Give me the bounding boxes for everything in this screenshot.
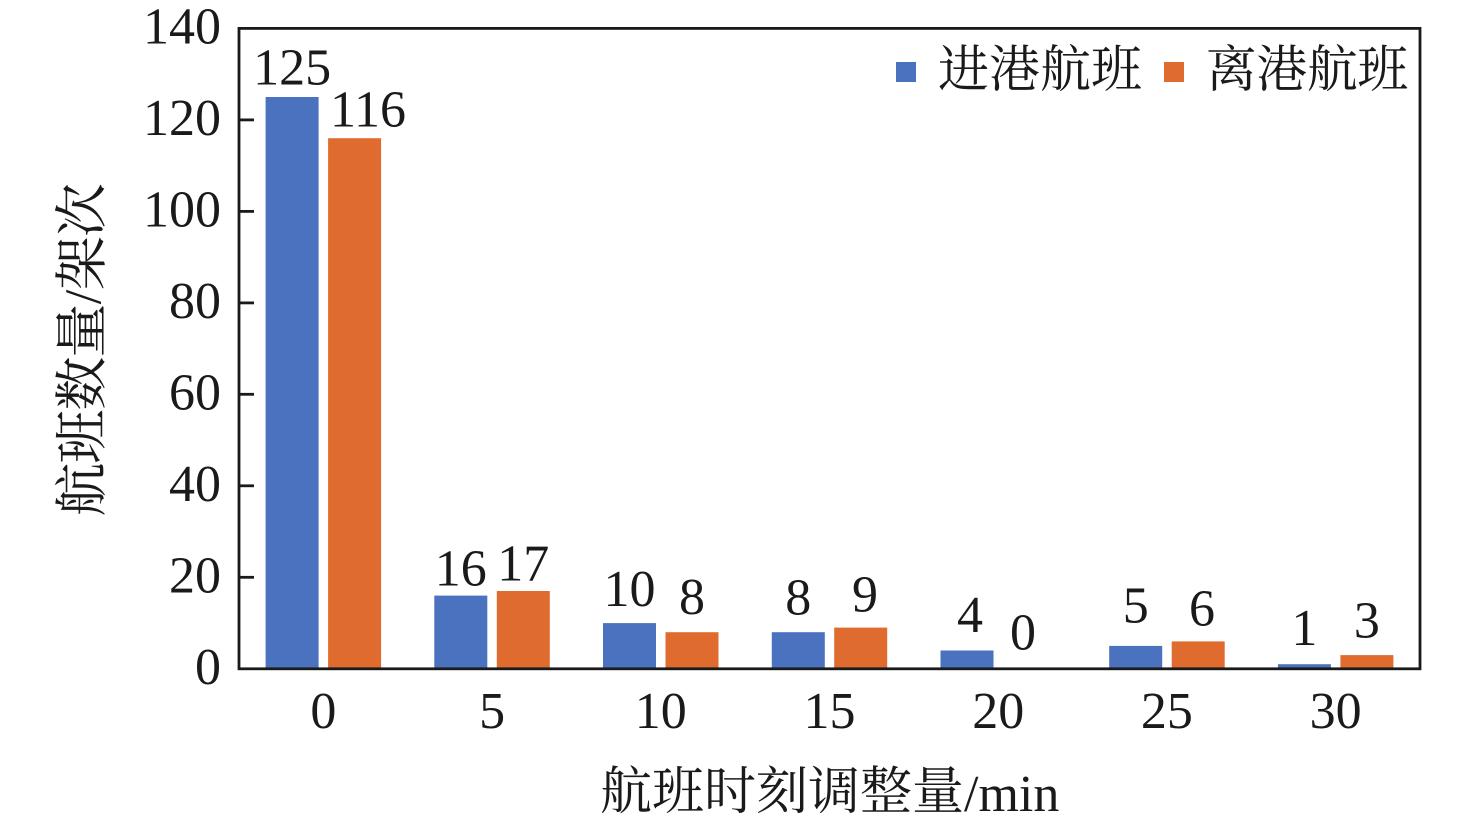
- svg-text:20: 20: [169, 547, 221, 604]
- svg-text:120: 120: [143, 90, 221, 147]
- svg-text:17: 17: [497, 536, 549, 593]
- svg-text:80: 80: [169, 273, 221, 330]
- svg-text:125: 125: [253, 40, 331, 97]
- svg-text:9: 9: [852, 567, 878, 624]
- svg-text:1: 1: [1291, 600, 1317, 657]
- svg-text:116: 116: [330, 82, 406, 139]
- svg-text:16: 16: [435, 541, 487, 598]
- svg-text:30: 30: [1310, 683, 1362, 740]
- svg-text:60: 60: [169, 364, 221, 421]
- svg-text:0: 0: [310, 683, 336, 740]
- svg-text:10: 10: [635, 683, 687, 740]
- svg-text:10: 10: [604, 561, 656, 618]
- svg-text:4: 4: [957, 587, 983, 644]
- svg-text:5: 5: [479, 683, 505, 740]
- svg-text:/: /: [56, 289, 113, 304]
- svg-text:25: 25: [1141, 683, 1193, 740]
- svg-text:0: 0: [195, 639, 221, 696]
- svg-text:5: 5: [1123, 578, 1149, 635]
- svg-text:100: 100: [143, 181, 221, 238]
- svg-text:15: 15: [804, 683, 856, 740]
- svg-text:20: 20: [972, 683, 1024, 740]
- svg-text:8: 8: [679, 569, 705, 626]
- svg-text:140: 140: [143, 0, 221, 55]
- svg-text:6: 6: [1189, 581, 1215, 638]
- svg-text:3: 3: [1354, 593, 1380, 650]
- svg-text:/min: /min: [964, 766, 1059, 823]
- svg-text:0: 0: [1010, 605, 1036, 662]
- svg-text:8: 8: [785, 570, 811, 627]
- svg-text:40: 40: [169, 456, 221, 513]
